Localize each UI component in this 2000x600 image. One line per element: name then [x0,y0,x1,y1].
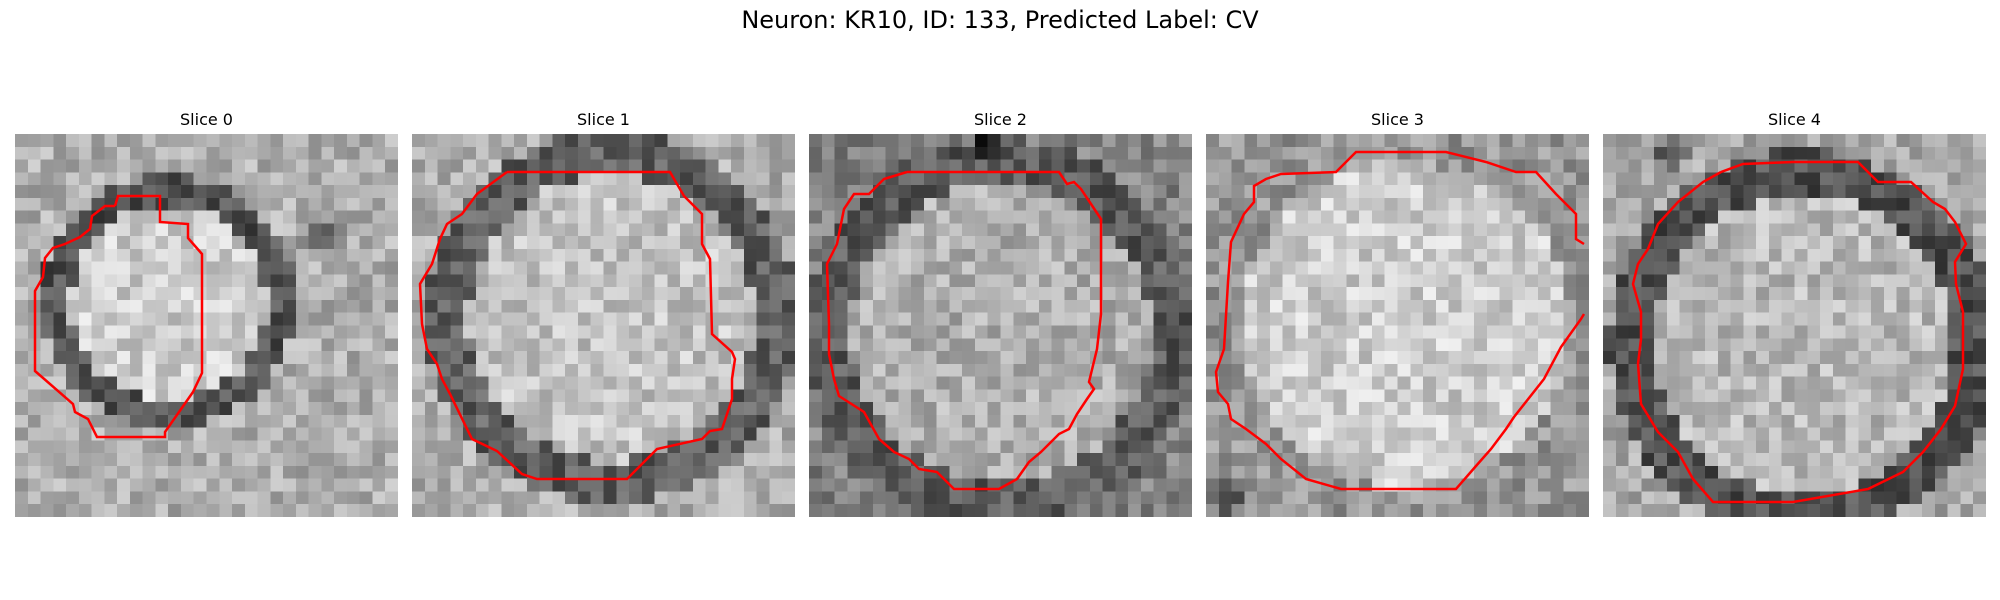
slice-title: Slice 1 [577,110,630,129]
roi-contour [1214,150,1586,491]
slice-image [1603,134,1986,517]
slice-panel-3: Slice 3 [1206,108,1589,517]
slice-panel-2: Slice 2 [809,108,1192,517]
slice-image [809,134,1192,517]
micrograph [1206,134,1589,517]
slice-panel-4: Slice 4 [1603,108,1986,517]
slice-title: Slice 0 [180,110,233,129]
figure-title: Neuron: KR10, ID: 133, Predicted Label: … [741,6,1259,34]
slice-image [412,134,795,517]
roi-contour [418,170,737,481]
slice-title: Slice 3 [1371,110,1424,129]
roi-contour [1631,160,1968,504]
roi-contour [825,170,1103,491]
micrograph [15,134,398,517]
slice-image [1206,134,1589,517]
slice-title: Slice 4 [1768,110,1821,129]
slice-image [15,134,398,517]
slice-title: Slice 2 [974,110,1027,129]
micrograph [809,134,1192,517]
roi-contour [33,194,204,439]
slice-panel-1: Slice 1 [412,108,795,517]
micrograph [412,134,795,517]
slice-panel-0: Slice 0 [15,108,398,517]
